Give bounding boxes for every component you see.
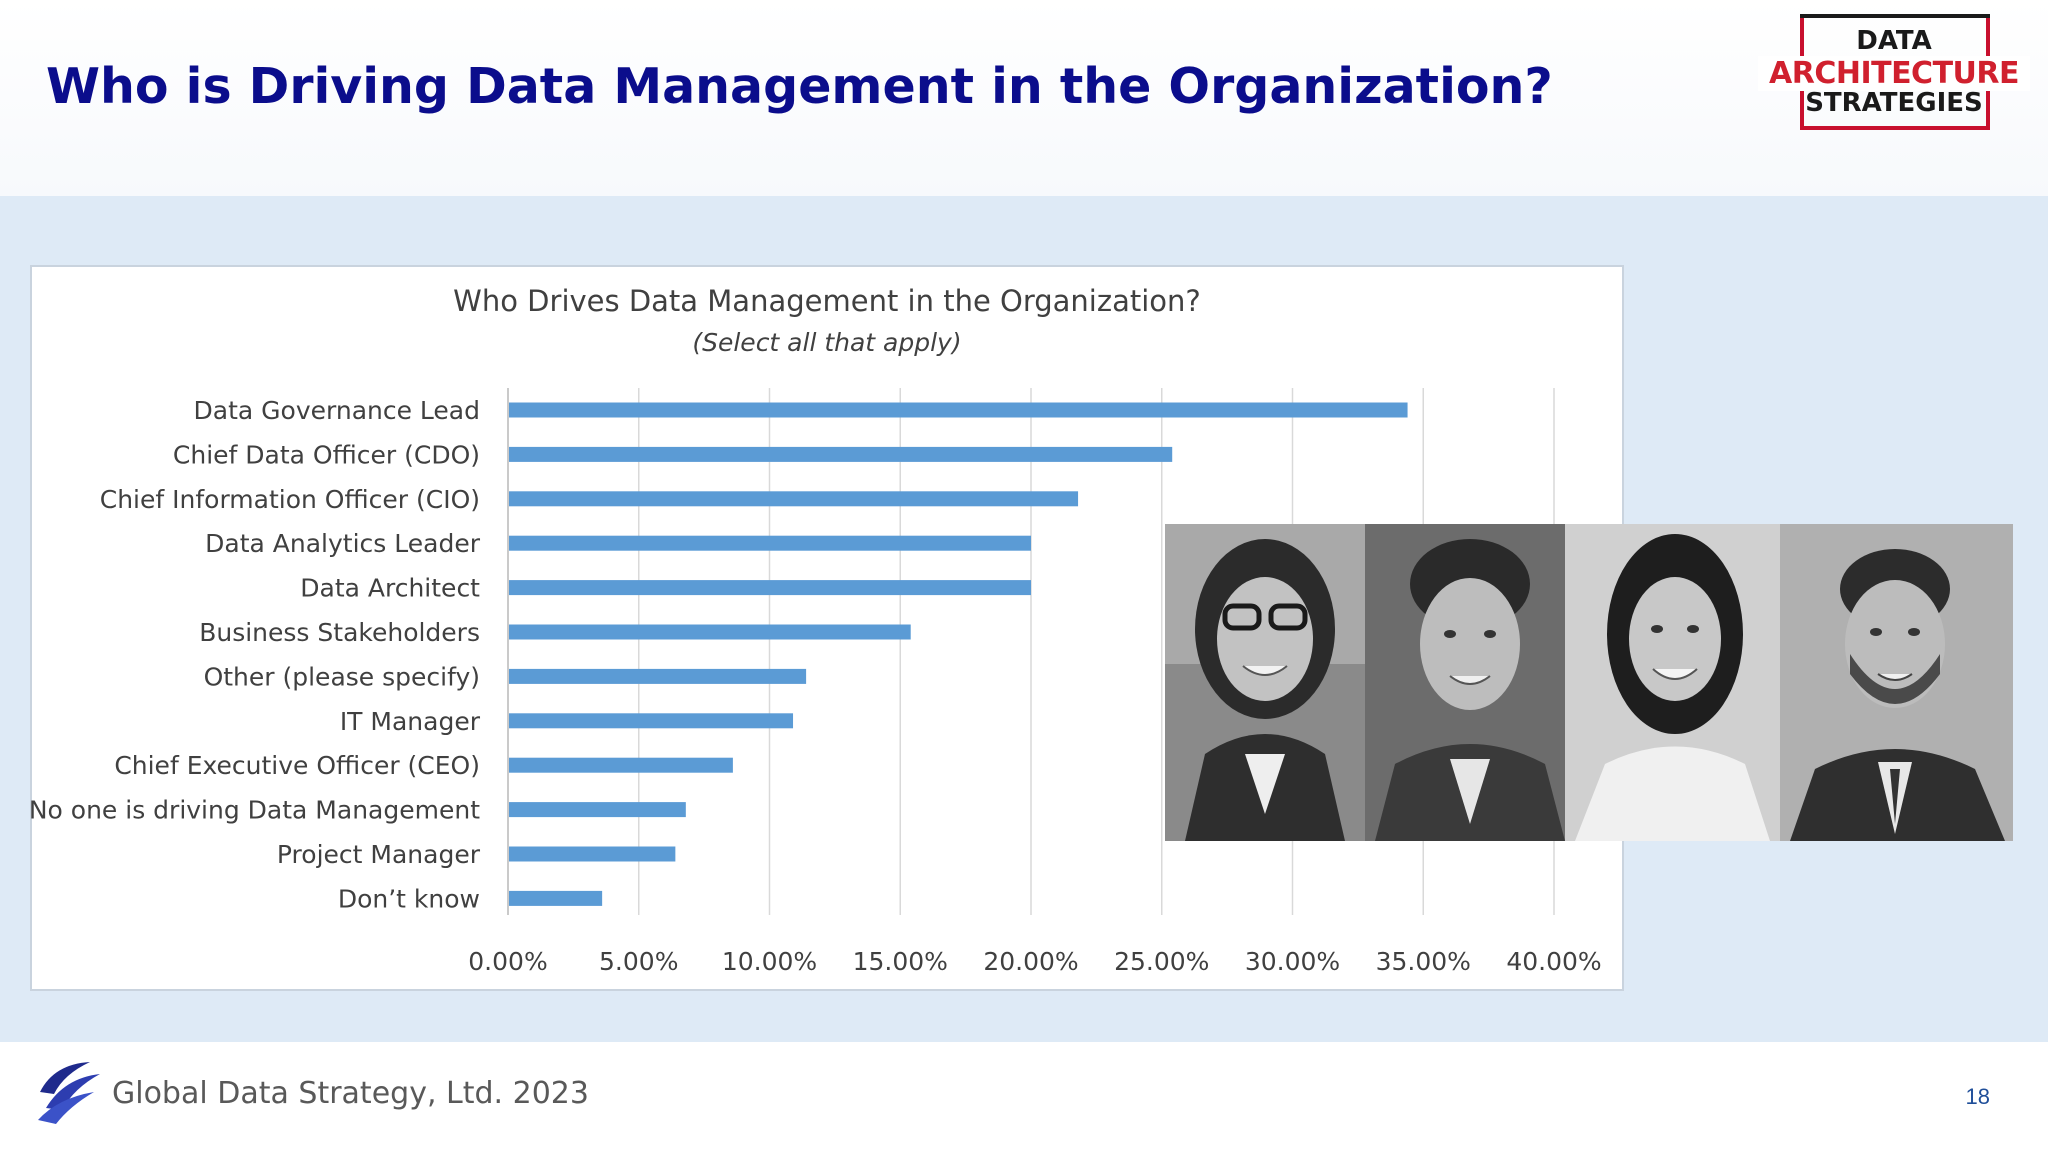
bearded-man-portrait [1780, 524, 2013, 841]
chart-title: Who Drives Data Management in the Organi… [453, 284, 1201, 318]
category-label: Don’t know [338, 884, 480, 913]
woman-with-glasses-portrait [1165, 524, 1365, 841]
x-tick-label: 35.00% [1376, 947, 1471, 976]
x-tick-label: 15.00% [853, 947, 948, 976]
bar [509, 491, 1079, 507]
bar [509, 890, 603, 906]
category-label: Data Architect [300, 574, 480, 603]
category-label: Chief Data Officer (CDO) [173, 440, 480, 469]
x-tick-label: 10.00% [722, 947, 817, 976]
logo-line-3: STRATEGIES [1805, 88, 1983, 118]
bar [509, 402, 1408, 418]
logo-line-2: ARCHITECTURE [1758, 56, 2030, 91]
category-label: Data Analytics Leader [205, 529, 481, 558]
slide-header [0, 0, 2048, 196]
bar [509, 535, 1031, 551]
x-tick-label: 30.00% [1245, 947, 1340, 976]
x-tick-label: 25.00% [1114, 947, 1209, 976]
bar [509, 580, 1031, 596]
category-label: Business Stakeholders [199, 618, 480, 647]
logo-line-1: DATA [1856, 26, 1932, 56]
page-number: 18 [1965, 1084, 1990, 1109]
x-tick-label: 40.00% [1506, 947, 1601, 976]
category-label: Data Governance Lead [194, 396, 480, 425]
young-man-portrait [1365, 524, 1565, 841]
bar [509, 668, 807, 684]
bar [509, 624, 911, 640]
chart-subtitle: (Select all that apply) [692, 328, 962, 357]
x-tick-label: 5.00% [599, 947, 678, 976]
x-tick-label: 20.00% [983, 947, 1078, 976]
category-label: Other (please specify) [204, 662, 480, 691]
bar [509, 846, 676, 862]
global-data-strategy-logo-icon [34, 1058, 104, 1126]
data-architecture-strategies-logo: DATA ARCHITECTURE STRATEGIES [1758, 12, 2030, 136]
category-label: No one is driving Data Management [29, 796, 480, 825]
category-label: Chief Executive Officer (CEO) [114, 751, 480, 780]
footer-copyright: Global Data Strategy, Ltd. 2023 [112, 1076, 589, 1111]
people-photo-strip [1165, 524, 2013, 841]
smiling-woman-portrait [1565, 524, 1780, 841]
slide-footer [0, 1042, 2048, 1152]
bar [509, 446, 1173, 462]
category-label: Project Manager [277, 840, 481, 869]
bar [509, 757, 733, 773]
x-tick-label: 0.00% [468, 947, 547, 976]
bar [509, 713, 794, 729]
category-label: Chief Information Officer (CIO) [100, 485, 480, 514]
slide-title: Who is Driving Data Management in the Or… [46, 58, 1553, 115]
bar [509, 802, 686, 818]
category-label: IT Manager [340, 707, 481, 736]
